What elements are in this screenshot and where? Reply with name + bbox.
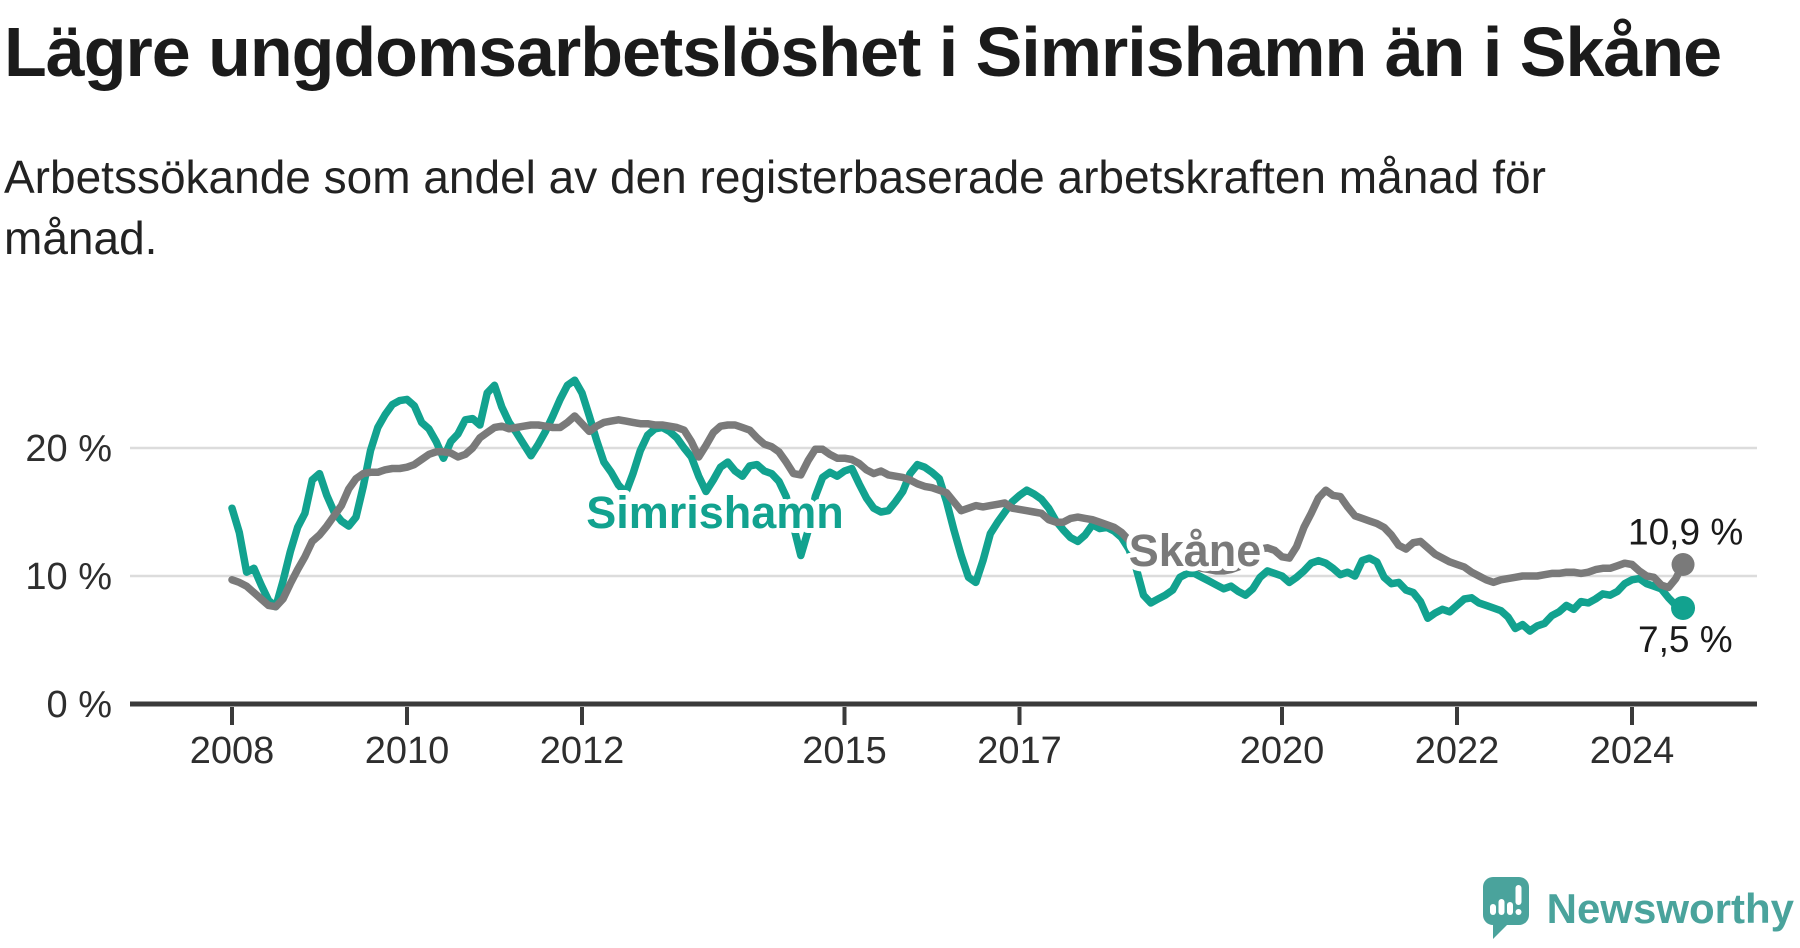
- chart-header: Lägre ungdomsarbetslöshet i Simrishamn ä…: [4, 0, 1784, 268]
- series-end-dot-simrishamn: [1671, 596, 1696, 620]
- x-tick-label: 2012: [540, 730, 625, 772]
- y-tick-label: 10 %: [25, 556, 112, 598]
- x-tick-label: 2015: [802, 730, 887, 772]
- series-label-simrishamn: Simrishamn: [586, 487, 844, 538]
- x-tick-label: 2017: [977, 730, 1062, 772]
- subtitle-line-1: Arbetssökande som andel av den registerb…: [4, 151, 1546, 203]
- x-tick-label: 2024: [1590, 730, 1675, 772]
- series-label-skåne: Skåne: [1129, 525, 1262, 576]
- series-line-skåne: [228, 412, 1687, 611]
- series-end-dot-skåne: [1671, 552, 1695, 576]
- end-value-label-skåne: 10,9 %: [1628, 511, 1743, 552]
- bar-chart-speech-bubble-icon: [1482, 877, 1529, 939]
- page-title: Lägre ungdomsarbetslöshet i Simrishamn ä…: [4, 13, 1722, 91]
- x-tick-label: 2008: [190, 730, 275, 772]
- y-tick-label: 0 %: [47, 684, 112, 726]
- newsworthy-branding: Newsworthy: [1482, 877, 1794, 940]
- x-tick-label: 2022: [1415, 730, 1500, 772]
- series-line-simrishamn: [228, 376, 1687, 635]
- x-tick-label: 2020: [1240, 730, 1325, 772]
- end-value-label-simrishamn: 7,5 %: [1638, 619, 1733, 660]
- chart-subtitle: Arbetssökande som andel av den registerb…: [4, 147, 1784, 268]
- newsworthy-logo-text: Newsworthy: [1546, 884, 1794, 932]
- subtitle-line-2: månad.: [4, 211, 158, 264]
- y-tick-label: 20 %: [25, 428, 112, 470]
- x-tick-label: 2010: [365, 730, 450, 772]
